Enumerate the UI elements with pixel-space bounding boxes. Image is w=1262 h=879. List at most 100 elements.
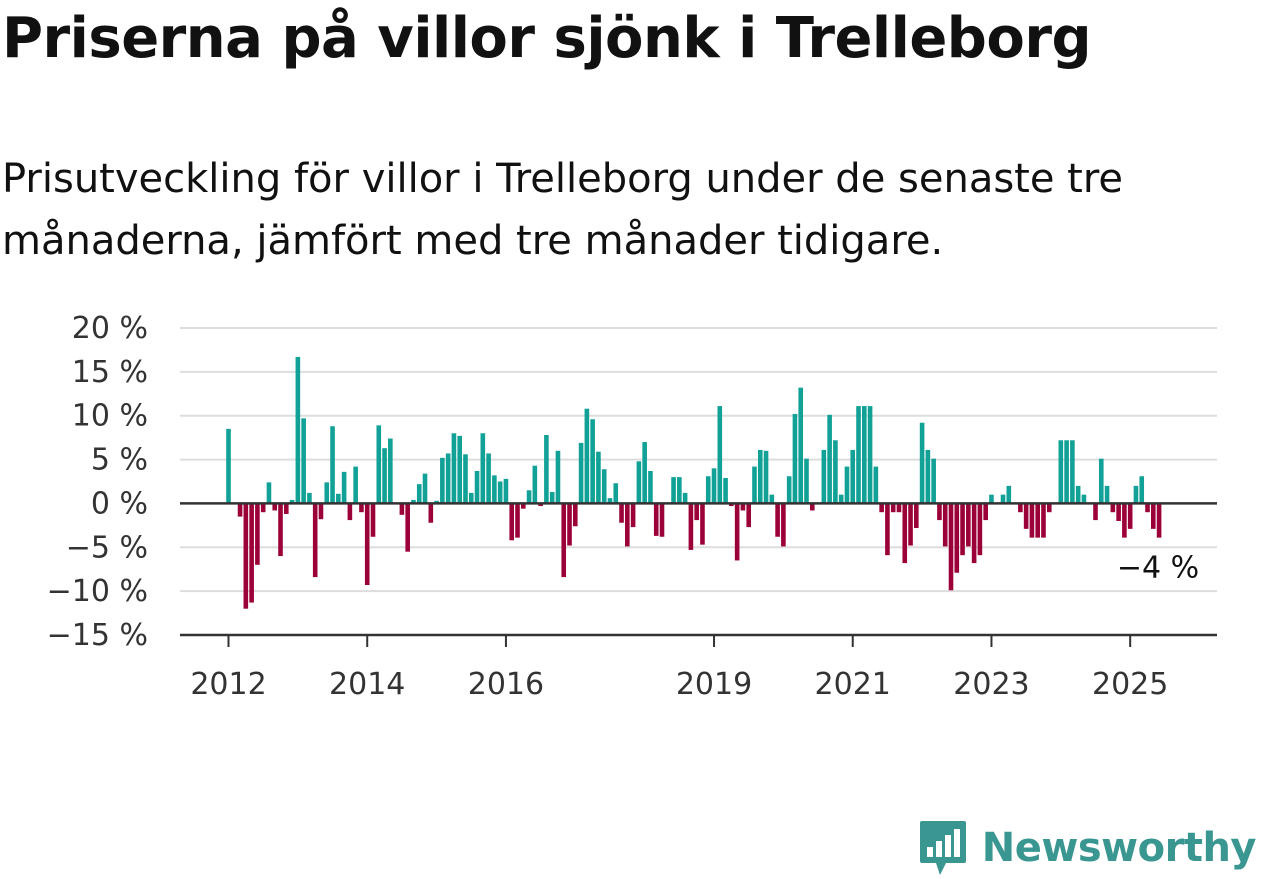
bar [879, 503, 884, 513]
bar [804, 458, 809, 504]
bar [989, 494, 994, 504]
bar [249, 503, 254, 603]
last-value-label: −4 % [1117, 551, 1199, 586]
bar [636, 461, 642, 504]
bar [1000, 494, 1006, 504]
bar [625, 503, 630, 547]
bar [584, 408, 590, 504]
bar [353, 466, 358, 504]
bar [677, 477, 682, 504]
x-tick-label: 2014 [329, 667, 405, 702]
bar [578, 442, 584, 504]
bar [914, 503, 919, 528]
bar [792, 413, 798, 504]
bar [549, 492, 555, 504]
bar [746, 503, 751, 528]
bar [336, 493, 341, 504]
bar [532, 465, 538, 504]
y-tick-label: 15 % [72, 355, 148, 390]
bar [896, 503, 902, 513]
y-tick-label: −5 % [66, 530, 148, 565]
bar [1098, 458, 1104, 504]
bar [966, 503, 971, 547]
bar [445, 453, 451, 504]
bar [399, 503, 405, 515]
bar [642, 442, 647, 504]
bar [463, 454, 468, 504]
bar [867, 406, 873, 504]
bar [364, 503, 370, 585]
bar [630, 503, 636, 528]
bar [856, 406, 861, 504]
bar [307, 492, 312, 504]
x-tick-label: 2025 [1092, 667, 1168, 702]
bar [613, 483, 619, 504]
bar [977, 503, 983, 556]
bar [1116, 503, 1121, 521]
bar [682, 492, 688, 504]
x-tick-label: 2023 [953, 667, 1029, 702]
bar [740, 503, 746, 511]
bar [931, 458, 936, 504]
bar [937, 503, 942, 521]
bar [422, 473, 428, 504]
bar [376, 425, 382, 504]
y-tick-label: 20 % [72, 311, 148, 346]
bar [324, 482, 330, 504]
bar [734, 503, 740, 561]
bar [648, 470, 653, 504]
bar [341, 471, 347, 504]
bar [266, 482, 272, 504]
bar [942, 503, 948, 547]
bar [330, 426, 335, 504]
bar [711, 468, 717, 504]
bar [688, 503, 694, 550]
bar [451, 433, 457, 504]
bar [468, 492, 474, 504]
bar [1023, 503, 1029, 529]
bar [960, 503, 965, 556]
bar [729, 503, 734, 507]
bar [769, 494, 775, 504]
bar [1122, 503, 1127, 538]
bar [752, 466, 757, 504]
bar [1104, 485, 1110, 504]
bar [659, 503, 665, 537]
bar [526, 490, 532, 504]
y-tick-label: 5 % [91, 443, 148, 478]
bar [509, 503, 515, 541]
bar [318, 503, 324, 520]
bar [243, 503, 249, 609]
bar [382, 448, 387, 504]
bar [272, 503, 278, 511]
bars [226, 356, 1162, 609]
x-tick-label: 2019 [676, 667, 752, 702]
bar [1139, 476, 1145, 504]
bar [775, 503, 780, 537]
bar [1151, 503, 1156, 529]
y-tick-label: −10 % [47, 574, 148, 609]
bar [833, 440, 838, 504]
bar [902, 503, 908, 564]
bar [653, 503, 659, 536]
bar [226, 428, 231, 504]
bar [908, 503, 913, 546]
bar [573, 503, 578, 527]
bar [561, 503, 567, 578]
bar [919, 422, 925, 504]
bar [289, 499, 295, 504]
x-axis-labels: 2012 2014 2016 2019 2021 2023 2025 [190, 667, 1168, 702]
bar [278, 503, 283, 557]
bar [1035, 503, 1040, 538]
bar [717, 406, 723, 504]
bar [1075, 485, 1081, 504]
bar [671, 477, 676, 504]
bar [1156, 503, 1162, 538]
bar [809, 503, 815, 511]
bar [312, 503, 318, 578]
bar [480, 433, 486, 504]
bar [1093, 503, 1098, 521]
bar [503, 478, 509, 504]
bar [850, 449, 856, 504]
bar [844, 466, 850, 504]
